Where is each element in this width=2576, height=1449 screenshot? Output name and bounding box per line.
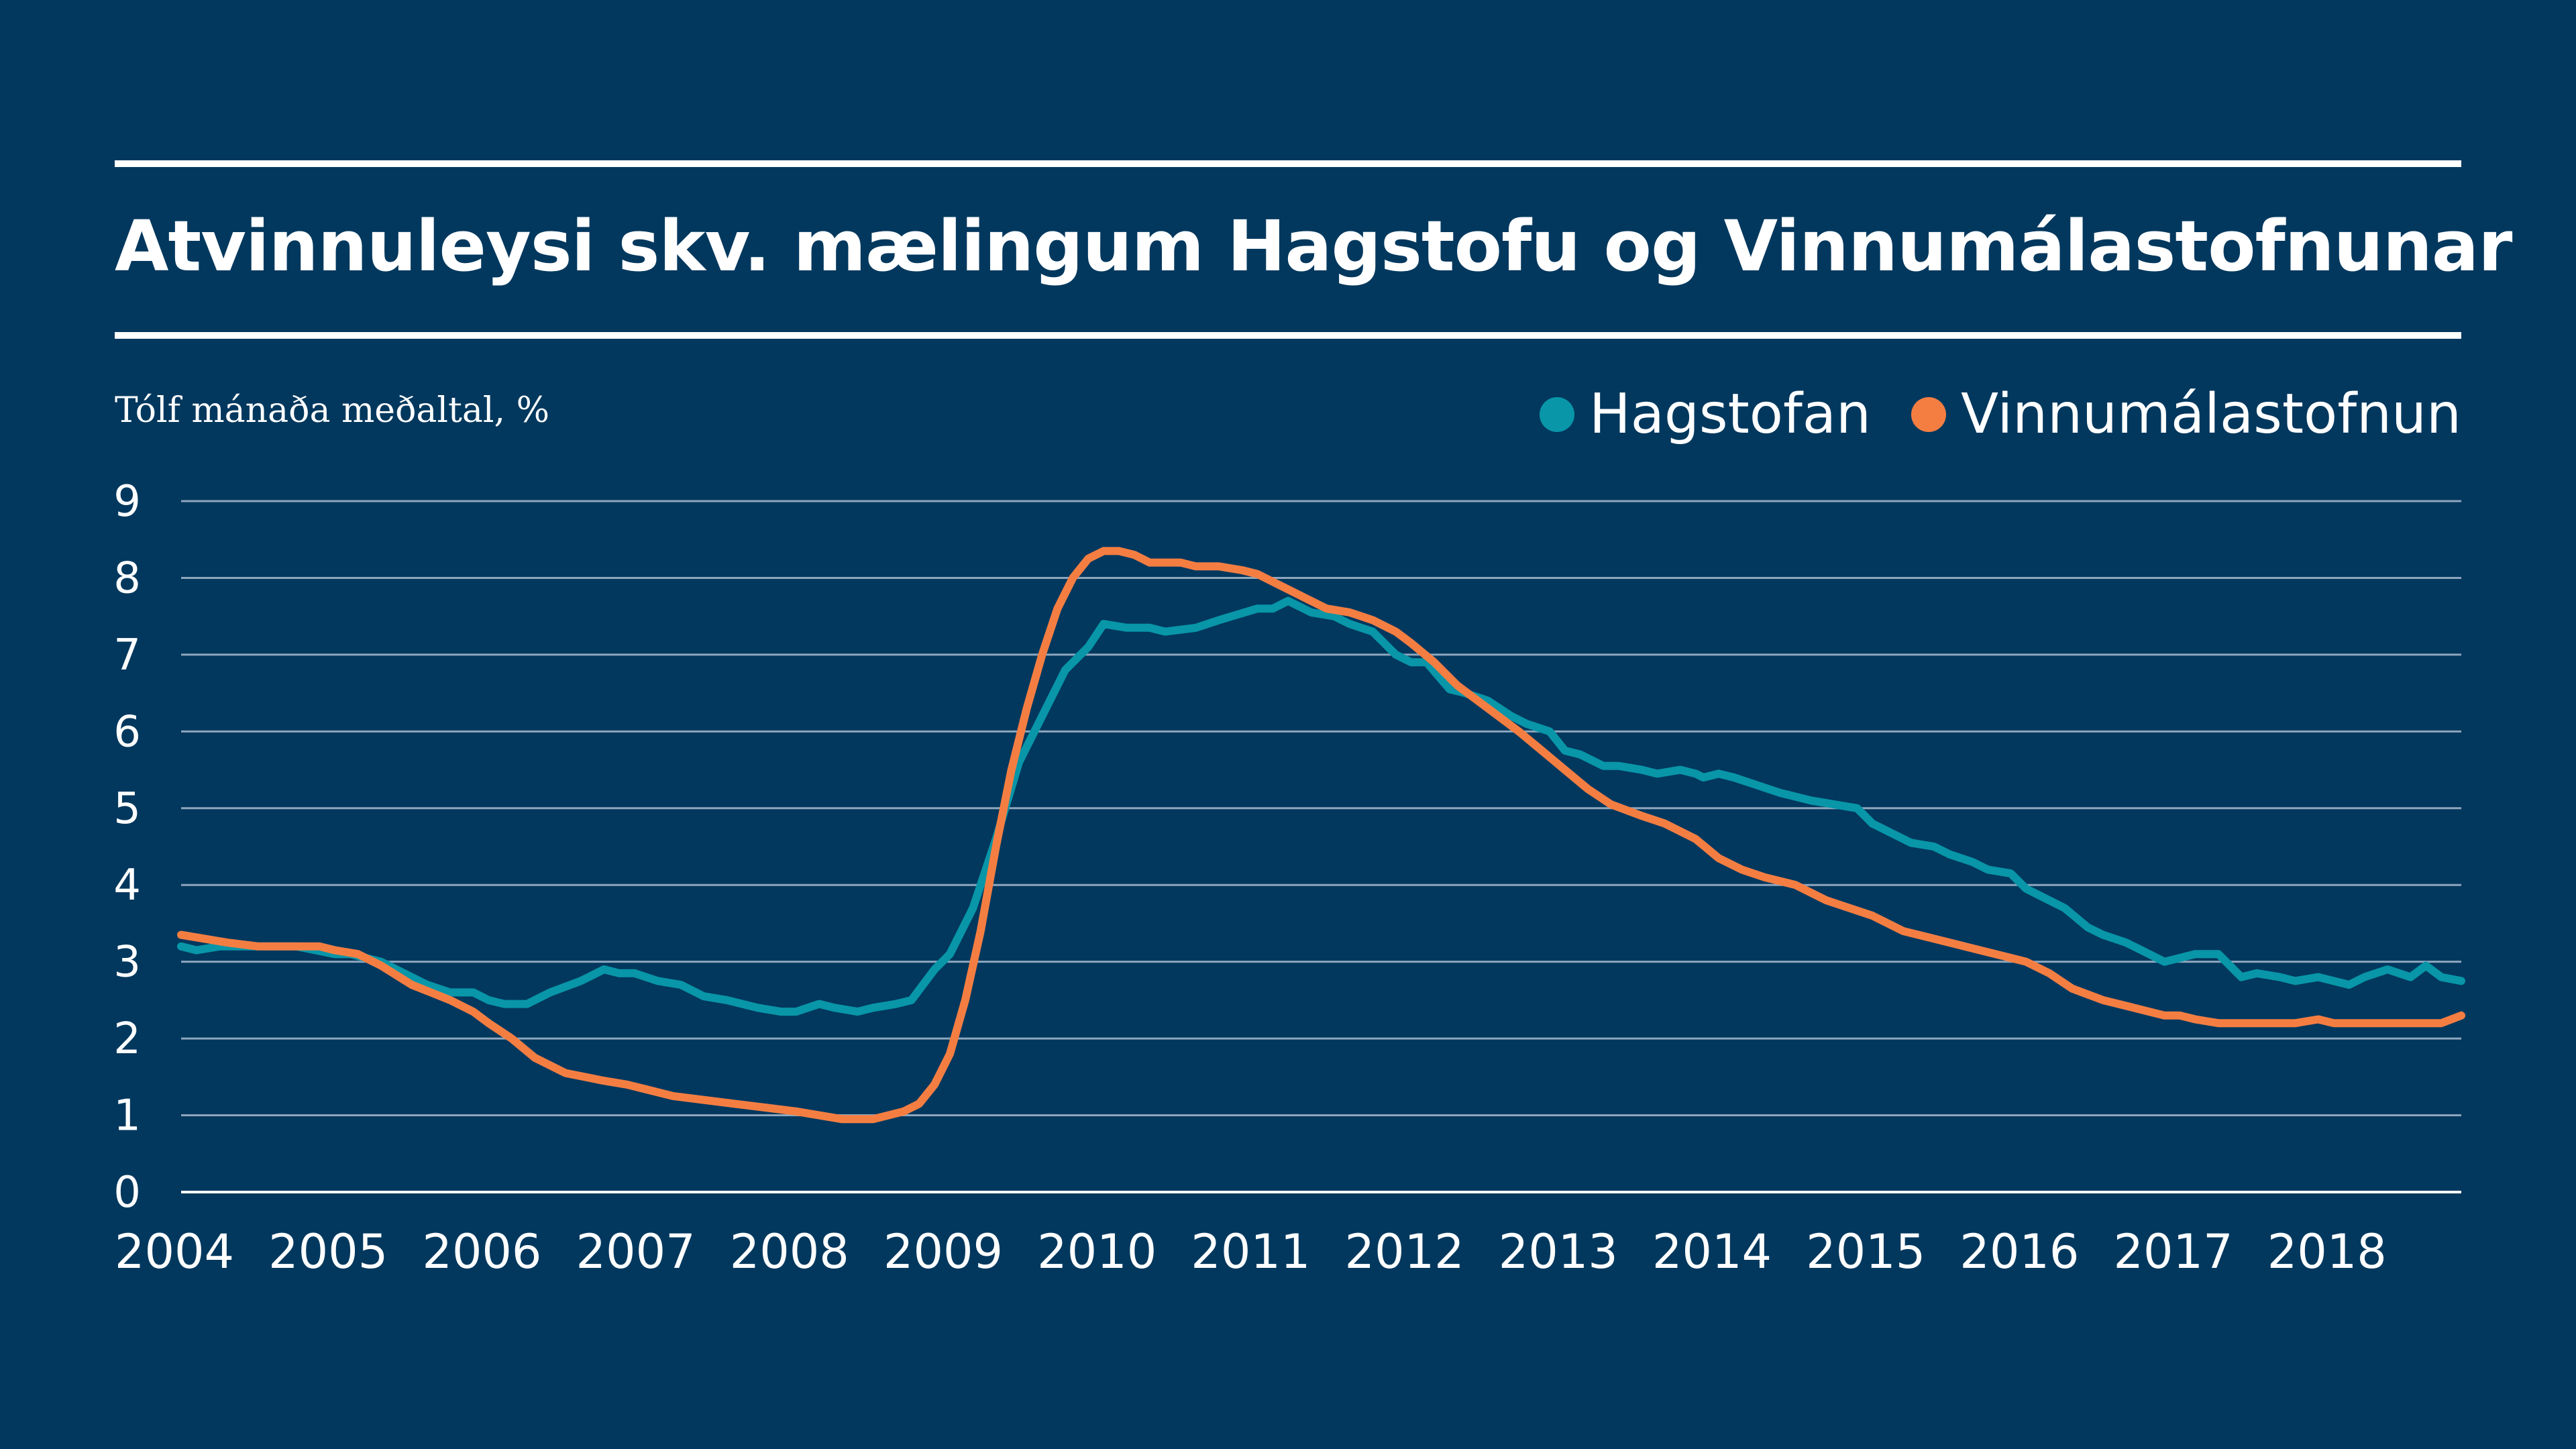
y-tick-label-0: 0 bbox=[113, 1168, 141, 1218]
x-tick-label-2014: 2014 bbox=[1652, 1224, 1772, 1279]
legend-marker-hagstofan bbox=[1539, 396, 1574, 432]
x-tick-label-2015: 2015 bbox=[1806, 1224, 1925, 1279]
y-tick-label-6: 6 bbox=[113, 707, 141, 757]
x-tick-label-2017: 2017 bbox=[2113, 1224, 2233, 1279]
x-tick-label-2011: 2011 bbox=[1191, 1224, 1310, 1279]
y-tick-label-9: 9 bbox=[113, 477, 141, 527]
chart-subtitle: Tólf mánaða meðaltal, % bbox=[115, 390, 550, 431]
y-tick-label-3: 3 bbox=[113, 938, 141, 987]
x-tick-label-2005: 2005 bbox=[268, 1224, 388, 1279]
chart-title: Atvinnuleysi skv. mælingum Hagstofu og V… bbox=[115, 205, 2512, 287]
x-tick-label-2018: 2018 bbox=[2267, 1224, 2387, 1279]
legend: Hagstofan Vinnumálastofnun bbox=[1499, 382, 2461, 446]
x-tick-label-2006: 2006 bbox=[422, 1224, 541, 1279]
legend-label-vinnumalastofnun: Vinnumálastofnun bbox=[1961, 382, 2461, 446]
y-tick-label-7: 7 bbox=[113, 631, 141, 680]
y-tick-label-2: 2 bbox=[113, 1014, 141, 1064]
legend-marker-vinnumalastofnun bbox=[1911, 396, 1947, 432]
x-tick-label-2013: 2013 bbox=[1499, 1224, 1618, 1279]
x-tick-label-2009: 2009 bbox=[883, 1224, 1003, 1279]
series-line-hagstofan bbox=[177, 596, 2465, 1016]
x-tick-label-2012: 2012 bbox=[1345, 1224, 1464, 1279]
y-tick-label-8: 8 bbox=[113, 553, 141, 603]
x-tick-label-2007: 2007 bbox=[576, 1224, 696, 1279]
series-line-vinnumalastofnun bbox=[177, 547, 2465, 1124]
x-tick-label-2010: 2010 bbox=[1037, 1224, 1157, 1279]
legend-item-vinnumalastofnun: Vinnumálastofnun bbox=[1911, 382, 2461, 446]
y-tick-label-5: 5 bbox=[113, 784, 141, 834]
top-rule bbox=[115, 160, 2461, 167]
legend-label-hagstofan: Hagstofan bbox=[1589, 382, 1872, 446]
x-tick-label-2008: 2008 bbox=[730, 1224, 849, 1279]
y-tick-label-1: 1 bbox=[113, 1091, 141, 1141]
legend-item-hagstofan: Hagstofan bbox=[1539, 382, 1872, 446]
x-tick-label-2016: 2016 bbox=[1960, 1224, 2079, 1279]
y-tick-label-4: 4 bbox=[113, 861, 141, 910]
x-tick-label-2004: 2004 bbox=[115, 1224, 234, 1279]
title-bottom-rule bbox=[115, 332, 2461, 339]
